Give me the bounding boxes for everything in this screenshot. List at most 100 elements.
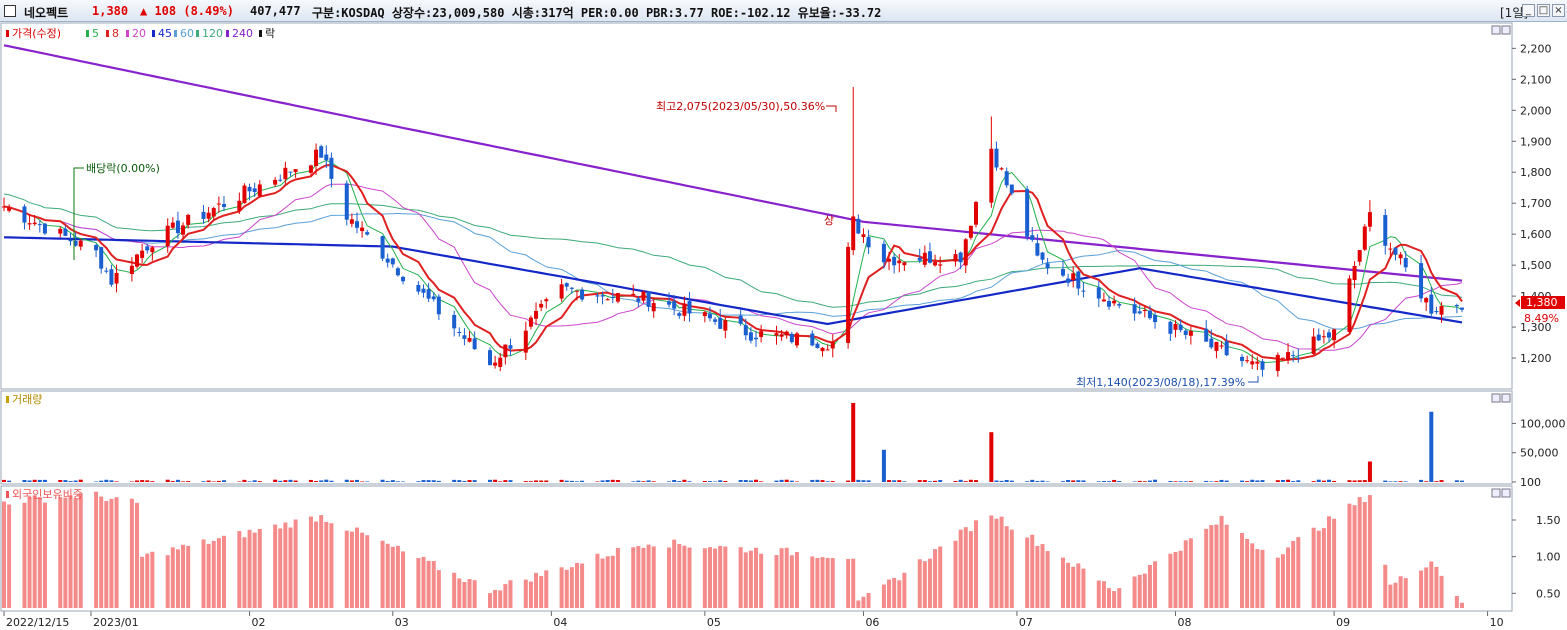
volume-bar — [1316, 479, 1321, 482]
candlesticks — [2, 87, 1464, 377]
volume-bar — [385, 481, 390, 482]
foreign-bar — [1388, 584, 1393, 608]
candle-body — [544, 299, 549, 302]
candle-body — [1035, 243, 1040, 256]
candle-body — [1224, 341, 1229, 356]
high-label: 최고2,075(2023/05/30),50.36% — [656, 100, 825, 113]
foreign-bar — [723, 546, 728, 608]
volume-bar — [523, 481, 528, 482]
foreign-bar — [416, 558, 421, 608]
candle-body — [503, 344, 508, 358]
volume-bar — [68, 481, 73, 482]
volume-bar — [273, 479, 278, 482]
foreign-bar — [1291, 540, 1296, 608]
volume-bar — [1245, 481, 1250, 482]
foreign-bar — [713, 548, 718, 608]
candle-body — [1311, 336, 1316, 354]
foreign-bar — [385, 543, 390, 608]
candle-body — [360, 227, 365, 232]
candle-body — [820, 347, 825, 352]
volume-bar — [27, 480, 32, 482]
volume-bar — [651, 481, 656, 482]
candle-body — [974, 202, 978, 225]
candle-body — [472, 338, 477, 350]
candle-body — [1332, 329, 1337, 341]
volume-bar — [421, 480, 426, 482]
foreign-bar — [707, 547, 712, 608]
volume-bar — [58, 480, 63, 482]
period-selector[interactable]: [1일] — [1500, 6, 1529, 20]
legend-marker — [174, 30, 177, 37]
foreign-bar — [1280, 554, 1285, 608]
foreign-bar — [794, 552, 799, 608]
foreign-tick-label: 1.00 — [1536, 551, 1561, 564]
volume-bar — [1071, 480, 1076, 482]
foreign-bar — [7, 504, 12, 608]
foreign-bar — [1275, 557, 1280, 608]
panel-restore-icon[interactable] — [1491, 25, 1501, 35]
panel-close-icon[interactable] — [1501, 393, 1511, 403]
candle-body — [206, 212, 211, 219]
candle-body — [421, 288, 426, 293]
candle-body — [1004, 171, 1009, 186]
minimize-icon[interactable]: _ — [1522, 4, 1535, 17]
foreign-bar — [933, 549, 938, 608]
foreign-bar — [129, 498, 134, 608]
candle-body — [682, 303, 687, 316]
candle-body — [1009, 184, 1014, 194]
volume-bar — [846, 480, 851, 482]
volume-bar — [1286, 479, 1291, 482]
volume-bar — [395, 481, 400, 482]
candle-body — [37, 224, 42, 226]
close-icon[interactable]: × — [1552, 4, 1565, 17]
candle-body — [32, 222, 37, 225]
volume-panel-controls[interactable] — [1491, 393, 1511, 403]
candle-body — [1071, 273, 1076, 281]
panel-close-icon[interactable] — [1501, 488, 1511, 498]
candle-body — [1291, 355, 1296, 357]
maximize-icon[interactable]: □ — [1537, 4, 1550, 17]
volume-bar — [1009, 480, 1014, 482]
candle-body — [892, 256, 897, 266]
foreign-panel-controls[interactable] — [1491, 488, 1511, 498]
volume-bar — [784, 479, 789, 482]
foreign-bar — [1142, 573, 1147, 608]
panel-close-icon[interactable] — [1501, 25, 1511, 35]
volume-bar — [1117, 481, 1122, 482]
candle-body — [615, 293, 620, 302]
foreign-bar — [165, 555, 170, 608]
candle-body — [1240, 356, 1245, 362]
legend-price: 가격(수정) — [12, 27, 61, 40]
candle-body — [252, 188, 257, 192]
ma8-line — [3, 164, 1463, 362]
price-tick-label: 1,800 — [1520, 166, 1552, 179]
foreign-bar — [846, 559, 851, 608]
foreign-bar — [237, 531, 242, 608]
foreign-bar — [283, 522, 288, 608]
foreign-bar — [1367, 495, 1372, 608]
foreign-bar — [1454, 595, 1459, 608]
select-checkbox[interactable] — [4, 5, 16, 17]
stock-chart[interactable]: 가격(수정) 5 8 20 45 60 120 240 락 1,200 1,300… — [0, 22, 1567, 630]
volume-bar — [416, 481, 421, 482]
candle-body — [170, 222, 175, 228]
candle-body — [938, 264, 943, 266]
foreign-bar — [175, 549, 180, 608]
foreign-bar — [641, 547, 646, 608]
panel-restore-icon[interactable] — [1491, 488, 1501, 498]
candle-body — [283, 167, 288, 180]
foreign-bar — [759, 553, 764, 608]
ma60-line — [3, 206, 1463, 330]
price-panel-controls[interactable] — [1491, 25, 1511, 35]
foreign-bar — [42, 502, 47, 608]
panel-restore-icon[interactable] — [1491, 393, 1501, 403]
foreign-bar — [68, 495, 73, 608]
candle-body — [631, 293, 636, 295]
foreign-bar — [1045, 551, 1050, 608]
candle-body — [902, 262, 907, 266]
foreign-bar — [242, 537, 247, 608]
volume-bar — [431, 480, 436, 482]
volume-bar — [488, 479, 492, 482]
volume-bar — [989, 432, 994, 482]
volume-bar — [810, 479, 815, 482]
